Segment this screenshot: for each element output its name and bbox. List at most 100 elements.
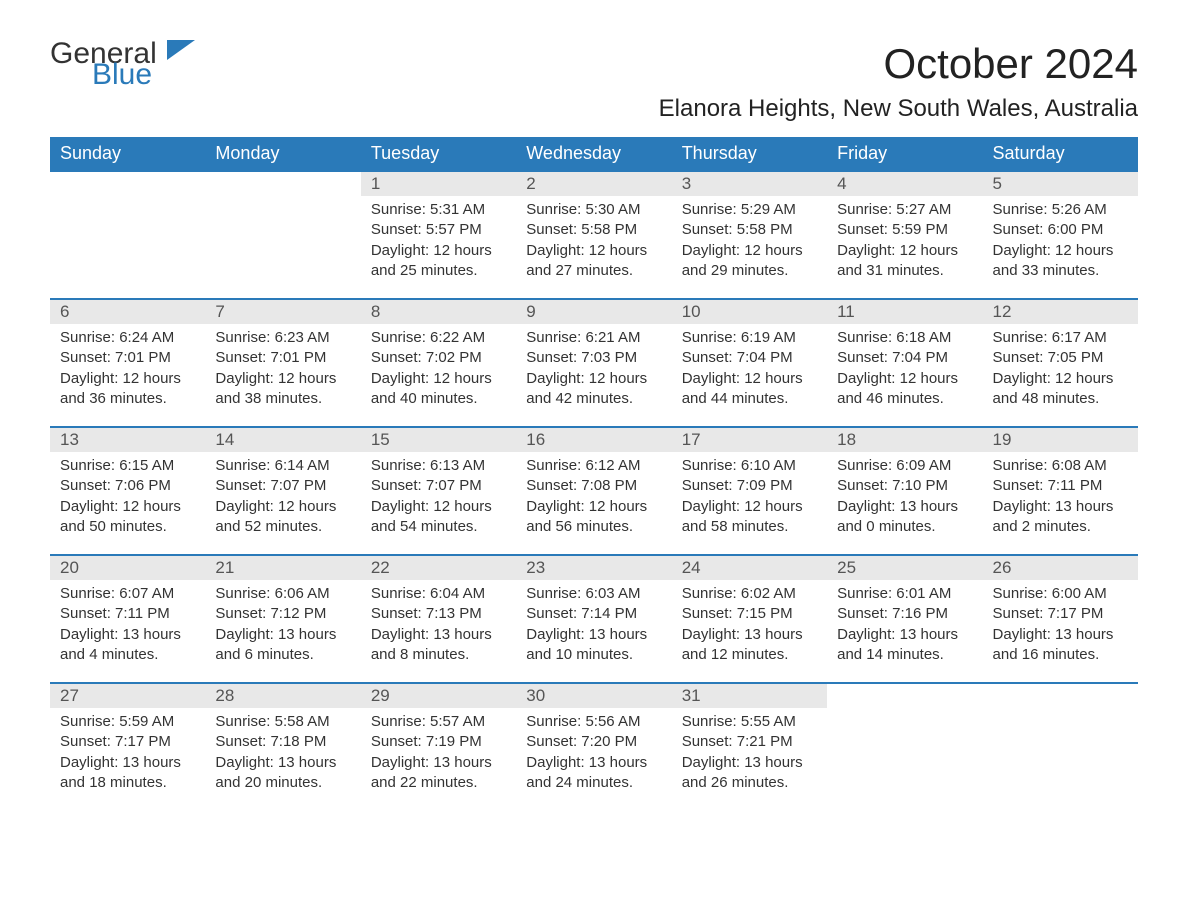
column-header: Tuesday	[361, 137, 516, 171]
day-number: 29	[361, 684, 516, 708]
calendar-cell	[827, 683, 982, 811]
day-details: Sunrise: 5:27 AMSunset: 5:59 PMDaylight:…	[827, 196, 982, 289]
day-number: 23	[516, 556, 671, 580]
day-number: 3	[672, 172, 827, 196]
day-details: Sunrise: 6:22 AMSunset: 7:02 PMDaylight:…	[361, 324, 516, 417]
calendar-cell: 7Sunrise: 6:23 AMSunset: 7:01 PMDaylight…	[205, 299, 360, 427]
calendar-cell: 24Sunrise: 6:02 AMSunset: 7:15 PMDayligh…	[672, 555, 827, 683]
calendar-table: SundayMondayTuesdayWednesdayThursdayFrid…	[50, 137, 1138, 811]
day-number: 4	[827, 172, 982, 196]
location-subtitle: Elanora Heights, New South Wales, Austra…	[50, 95, 1138, 123]
day-details: Sunrise: 6:21 AMSunset: 7:03 PMDaylight:…	[516, 324, 671, 417]
day-number: 20	[50, 556, 205, 580]
day-number: 11	[827, 300, 982, 324]
calendar-cell: 25Sunrise: 6:01 AMSunset: 7:16 PMDayligh…	[827, 555, 982, 683]
day-number: 31	[672, 684, 827, 708]
column-header: Sunday	[50, 137, 205, 171]
column-header: Saturday	[983, 137, 1138, 171]
day-number: 19	[983, 428, 1138, 452]
day-number: 18	[827, 428, 982, 452]
day-details: Sunrise: 6:07 AMSunset: 7:11 PMDaylight:…	[50, 580, 205, 673]
calendar-cell: 1Sunrise: 5:31 AMSunset: 5:57 PMDaylight…	[361, 171, 516, 299]
day-details: Sunrise: 6:09 AMSunset: 7:10 PMDaylight:…	[827, 452, 982, 545]
day-number: 9	[516, 300, 671, 324]
day-details: Sunrise: 6:04 AMSunset: 7:13 PMDaylight:…	[361, 580, 516, 673]
calendar-cell: 22Sunrise: 6:04 AMSunset: 7:13 PMDayligh…	[361, 555, 516, 683]
calendar-cell: 11Sunrise: 6:18 AMSunset: 7:04 PMDayligh…	[827, 299, 982, 427]
calendar-cell: 31Sunrise: 5:55 AMSunset: 7:21 PMDayligh…	[672, 683, 827, 811]
day-details: Sunrise: 6:01 AMSunset: 7:16 PMDaylight:…	[827, 580, 982, 673]
day-details: Sunrise: 5:57 AMSunset: 7:19 PMDaylight:…	[361, 708, 516, 801]
calendar-cell: 18Sunrise: 6:09 AMSunset: 7:10 PMDayligh…	[827, 427, 982, 555]
calendar-cell: 14Sunrise: 6:14 AMSunset: 7:07 PMDayligh…	[205, 427, 360, 555]
calendar-cell: 27Sunrise: 5:59 AMSunset: 7:17 PMDayligh…	[50, 683, 205, 811]
day-details: Sunrise: 5:31 AMSunset: 5:57 PMDaylight:…	[361, 196, 516, 289]
calendar-cell: 28Sunrise: 5:58 AMSunset: 7:18 PMDayligh…	[205, 683, 360, 811]
calendar-cell: 3Sunrise: 5:29 AMSunset: 5:58 PMDaylight…	[672, 171, 827, 299]
day-details: Sunrise: 6:24 AMSunset: 7:01 PMDaylight:…	[50, 324, 205, 417]
day-number: 2	[516, 172, 671, 196]
day-details: Sunrise: 5:58 AMSunset: 7:18 PMDaylight:…	[205, 708, 360, 801]
day-number: 10	[672, 300, 827, 324]
logo: General Blue	[50, 40, 195, 89]
calendar-cell: 9Sunrise: 6:21 AMSunset: 7:03 PMDaylight…	[516, 299, 671, 427]
day-details: Sunrise: 6:00 AMSunset: 7:17 PMDaylight:…	[983, 580, 1138, 673]
day-details: Sunrise: 6:14 AMSunset: 7:07 PMDaylight:…	[205, 452, 360, 545]
page-title: October 2024	[883, 40, 1138, 88]
day-details: Sunrise: 6:13 AMSunset: 7:07 PMDaylight:…	[361, 452, 516, 545]
day-details: Sunrise: 5:55 AMSunset: 7:21 PMDaylight:…	[672, 708, 827, 801]
calendar-cell: 20Sunrise: 6:07 AMSunset: 7:11 PMDayligh…	[50, 555, 205, 683]
calendar-cell: 29Sunrise: 5:57 AMSunset: 7:19 PMDayligh…	[361, 683, 516, 811]
day-details: Sunrise: 6:23 AMSunset: 7:01 PMDaylight:…	[205, 324, 360, 417]
day-number: 5	[983, 172, 1138, 196]
calendar-cell: 10Sunrise: 6:19 AMSunset: 7:04 PMDayligh…	[672, 299, 827, 427]
calendar-cell: 12Sunrise: 6:17 AMSunset: 7:05 PMDayligh…	[983, 299, 1138, 427]
calendar-cell: 19Sunrise: 6:08 AMSunset: 7:11 PMDayligh…	[983, 427, 1138, 555]
logo-flag-icon	[167, 40, 195, 60]
calendar-cell: 5Sunrise: 5:26 AMSunset: 6:00 PMDaylight…	[983, 171, 1138, 299]
day-number: 7	[205, 300, 360, 324]
calendar-cell: 17Sunrise: 6:10 AMSunset: 7:09 PMDayligh…	[672, 427, 827, 555]
calendar-cell	[205, 171, 360, 299]
day-number: 13	[50, 428, 205, 452]
calendar-cell	[983, 683, 1138, 811]
day-details: Sunrise: 6:15 AMSunset: 7:06 PMDaylight:…	[50, 452, 205, 545]
calendar-cell: 8Sunrise: 6:22 AMSunset: 7:02 PMDaylight…	[361, 299, 516, 427]
calendar-cell: 2Sunrise: 5:30 AMSunset: 5:58 PMDaylight…	[516, 171, 671, 299]
column-header: Wednesday	[516, 137, 671, 171]
day-details: Sunrise: 5:56 AMSunset: 7:20 PMDaylight:…	[516, 708, 671, 801]
day-details: Sunrise: 6:17 AMSunset: 7:05 PMDaylight:…	[983, 324, 1138, 417]
day-number: 14	[205, 428, 360, 452]
day-number: 25	[827, 556, 982, 580]
day-number: 28	[205, 684, 360, 708]
day-number: 26	[983, 556, 1138, 580]
day-number: 16	[516, 428, 671, 452]
day-details: Sunrise: 6:08 AMSunset: 7:11 PMDaylight:…	[983, 452, 1138, 545]
calendar-cell: 23Sunrise: 6:03 AMSunset: 7:14 PMDayligh…	[516, 555, 671, 683]
day-number: 21	[205, 556, 360, 580]
column-header: Monday	[205, 137, 360, 171]
day-number: 24	[672, 556, 827, 580]
day-details: Sunrise: 6:18 AMSunset: 7:04 PMDaylight:…	[827, 324, 982, 417]
day-details: Sunrise: 6:19 AMSunset: 7:04 PMDaylight:…	[672, 324, 827, 417]
day-number: 15	[361, 428, 516, 452]
calendar-cell: 21Sunrise: 6:06 AMSunset: 7:12 PMDayligh…	[205, 555, 360, 683]
calendar-cell	[50, 171, 205, 299]
day-details: Sunrise: 6:10 AMSunset: 7:09 PMDaylight:…	[672, 452, 827, 545]
day-details: Sunrise: 6:06 AMSunset: 7:12 PMDaylight:…	[205, 580, 360, 673]
calendar-cell: 15Sunrise: 6:13 AMSunset: 7:07 PMDayligh…	[361, 427, 516, 555]
day-details: Sunrise: 5:26 AMSunset: 6:00 PMDaylight:…	[983, 196, 1138, 289]
day-details: Sunrise: 6:02 AMSunset: 7:15 PMDaylight:…	[672, 580, 827, 673]
day-details: Sunrise: 6:12 AMSunset: 7:08 PMDaylight:…	[516, 452, 671, 545]
column-header: Thursday	[672, 137, 827, 171]
calendar-cell: 16Sunrise: 6:12 AMSunset: 7:08 PMDayligh…	[516, 427, 671, 555]
calendar-cell: 13Sunrise: 6:15 AMSunset: 7:06 PMDayligh…	[50, 427, 205, 555]
day-details: Sunrise: 5:29 AMSunset: 5:58 PMDaylight:…	[672, 196, 827, 289]
calendar-cell: 4Sunrise: 5:27 AMSunset: 5:59 PMDaylight…	[827, 171, 982, 299]
day-details: Sunrise: 5:30 AMSunset: 5:58 PMDaylight:…	[516, 196, 671, 289]
day-details: Sunrise: 6:03 AMSunset: 7:14 PMDaylight:…	[516, 580, 671, 673]
calendar-cell: 30Sunrise: 5:56 AMSunset: 7:20 PMDayligh…	[516, 683, 671, 811]
day-details: Sunrise: 5:59 AMSunset: 7:17 PMDaylight:…	[50, 708, 205, 801]
column-header: Friday	[827, 137, 982, 171]
day-number: 1	[361, 172, 516, 196]
